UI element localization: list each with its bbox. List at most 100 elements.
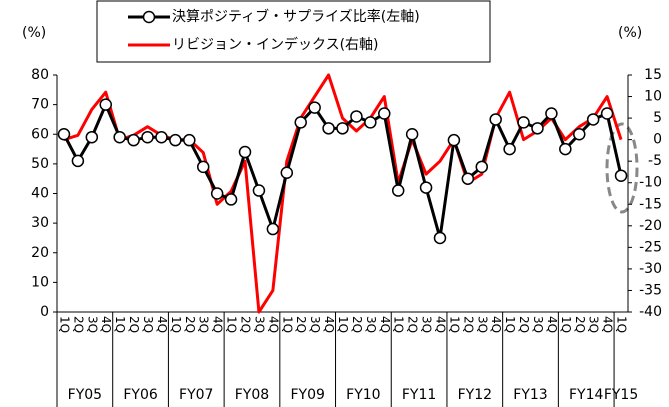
x-tick-label: 3Q: [587, 316, 601, 333]
point: [614, 169, 628, 182]
x-tick-label: 1Q: [225, 316, 239, 333]
y-tick-label: 70: [31, 97, 49, 113]
y2-tick-label: -30: [639, 261, 662, 277]
year-label: FY07: [179, 387, 213, 403]
point: [280, 166, 294, 180]
year-label: FY14: [569, 387, 604, 403]
y2-tick-label: 0: [653, 132, 662, 148]
point: [210, 187, 224, 200]
point: [350, 110, 363, 123]
y-tick-label: 40: [31, 186, 49, 202]
x-tick-label: 3Q: [531, 316, 545, 333]
y2-tick-label: -35: [639, 282, 662, 298]
point: [99, 98, 112, 111]
point: [405, 128, 419, 141]
x-tick-label: 4Q: [601, 316, 615, 333]
point: [196, 160, 210, 174]
x-tick-label: 2Q: [127, 316, 141, 333]
point: [71, 154, 85, 168]
point: [447, 133, 461, 147]
x-tick-label: 4Q: [99, 316, 113, 333]
y2-tick-label: -25: [639, 239, 662, 255]
legend-box: [96, 0, 491, 63]
y2-tick-label: 15: [644, 67, 662, 83]
y2-tick-label: -40: [639, 304, 662, 320]
point: [489, 113, 502, 126]
point: [378, 107, 391, 120]
point: [586, 113, 600, 126]
x-tick-label: 2Q: [294, 316, 308, 333]
point: [308, 101, 321, 114]
x-tick-label: 3Q: [197, 316, 211, 333]
x-tick-label: 2Q: [573, 316, 587, 333]
point: [294, 116, 307, 129]
point: [57, 128, 71, 141]
x-tick-label: 2Q: [71, 316, 85, 333]
x-tick-label: 1Q: [392, 316, 406, 333]
x-tick-label: 1Q: [113, 316, 127, 333]
point: [433, 231, 447, 245]
highlight-ellipse: [605, 122, 639, 214]
y-unit: (%): [22, 25, 46, 41]
x-tick-label: 3Q: [364, 316, 378, 333]
x-tick-label: 2Q: [239, 316, 253, 333]
y2-tick-label: -20: [639, 218, 662, 234]
year-label: FY15: [604, 387, 638, 403]
year-label: FY12: [458, 387, 492, 403]
year-label: FY13: [513, 387, 547, 403]
x-tick-label: 4Q: [155, 316, 169, 333]
x-tick-label: 2Q: [461, 316, 475, 333]
point: [545, 107, 558, 120]
point: [252, 184, 266, 197]
point: [419, 181, 433, 194]
year-label: FY10: [346, 387, 380, 403]
x-tick-label: 4Q: [433, 316, 447, 333]
legend-label: 決算ポジティブ・サプライズ比率(左軸): [172, 8, 420, 25]
point: [364, 116, 377, 129]
legend-marker: [142, 10, 156, 24]
year-label: FY09: [290, 387, 324, 403]
x-tick-label: 4Q: [211, 316, 225, 333]
y2-tick-label: 10: [644, 89, 662, 105]
point: [559, 142, 572, 156]
x-tick-label: 2Q: [183, 316, 197, 333]
x-tick-label: 3Q: [308, 316, 322, 333]
x-tick-label: 3Q: [420, 316, 434, 333]
x-tick-label: 3Q: [85, 316, 99, 333]
x-tick-label: 4Q: [489, 316, 503, 333]
x-tick-label: 1Q: [559, 316, 573, 333]
y-tick-label: 60: [31, 126, 49, 142]
point: [169, 133, 182, 147]
y2-unit: (%): [618, 25, 642, 41]
x-tick-label: 1Q: [503, 316, 517, 333]
x-tick-label: 2Q: [350, 316, 364, 333]
x-tick-label: 4Q: [378, 316, 392, 333]
x-tick-label: 1Q: [447, 316, 461, 333]
x-tick-label: 2Q: [517, 316, 531, 333]
point: [517, 116, 530, 129]
x-tick-label: 4Q: [545, 316, 559, 333]
x-tick-label: 3Q: [141, 316, 155, 333]
y-tick-label: 0: [40, 304, 49, 320]
y-tick-label: 20: [31, 245, 49, 261]
point: [113, 130, 126, 144]
point: [391, 184, 405, 197]
y2-tick-label: -15: [639, 196, 662, 212]
point: [600, 107, 614, 120]
point: [85, 130, 99, 144]
year-label: FY05: [68, 387, 102, 403]
x-tick-label: 3Q: [252, 316, 266, 333]
x-tick-label: 1Q: [280, 316, 294, 333]
y2-tick-label: -10: [639, 175, 662, 191]
point: [531, 122, 544, 135]
y-tick-label: 50: [31, 156, 49, 172]
x-tick-label: 3Q: [475, 316, 489, 333]
legend-label: リビジョン・インデックス(右軸): [172, 36, 379, 53]
y-tick-label: 30: [31, 215, 49, 231]
point: [461, 172, 475, 185]
year-label: FY06: [123, 387, 158, 403]
x-tick-label: 4Q: [322, 316, 336, 333]
x-tick-label: 1Q: [57, 316, 71, 333]
point: [155, 130, 168, 144]
